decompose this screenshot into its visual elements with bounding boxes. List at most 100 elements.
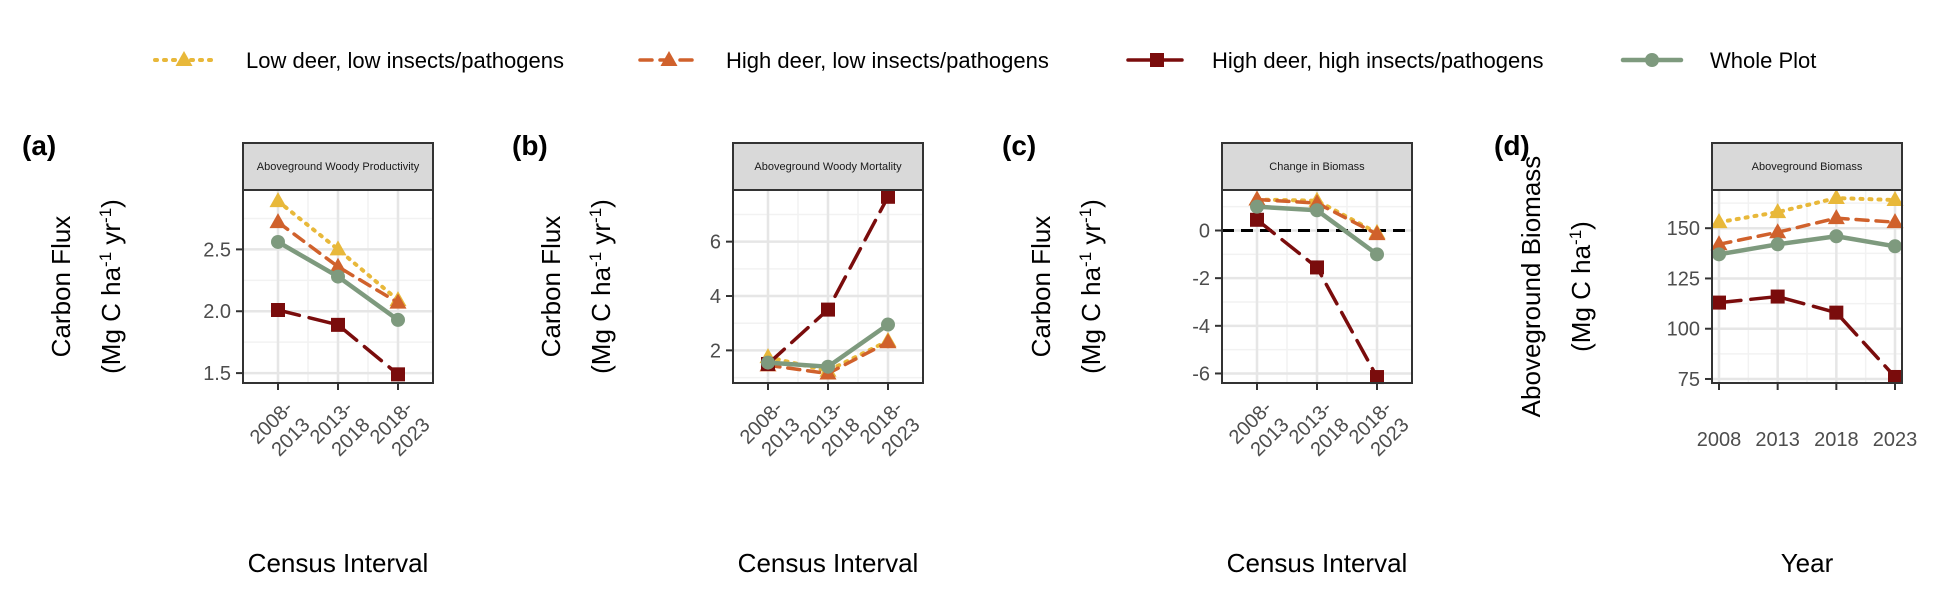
y-axis-title: Carbon Flux (1026, 216, 1056, 358)
data-point (881, 317, 895, 332)
x-tick-label: 2013-2018 (306, 397, 375, 466)
x-tick-label: 2008-2013 (736, 397, 805, 466)
panel-letter: (d) (1494, 130, 1530, 161)
data-point (331, 269, 345, 284)
y-tick-label: -4 (1192, 316, 1210, 338)
series-4 (1250, 199, 1384, 262)
series-line (276, 308, 400, 377)
y-tick-label: -2 (1192, 268, 1210, 290)
series-1 (1710, 189, 1904, 229)
legend-label: High deer, high insects/pathogens (1212, 48, 1543, 73)
data-point (1769, 223, 1787, 239)
x-tick-label: 2008-2013 (1225, 397, 1294, 466)
facet-strip-label: Aboveground Woody Productivity (257, 161, 420, 173)
data-point (1710, 213, 1728, 229)
series-line (1717, 216, 1897, 247)
data-point (1712, 295, 1726, 310)
series-line (276, 220, 400, 305)
data-point (821, 359, 835, 374)
data-point (329, 240, 347, 256)
panel-1: Aboveground Woody Productivity 1.5 2.0 2.5 2… (22, 130, 435, 578)
y-axis-title: Aboveground Biomass (1516, 156, 1546, 418)
panels: Aboveground Woody Productivity 1.5 2.0 2.5 2… (22, 130, 1917, 578)
legend-label: Low deer, low insects/pathogens (246, 48, 564, 73)
y-axis-unit: (Mg C ha-1) (1566, 221, 1597, 352)
data-point (1888, 239, 1902, 254)
facet-strip (732, 142, 924, 191)
x-tick-label: 2013-2018 (1285, 397, 1354, 466)
x-axis-title: Census Interval (738, 548, 919, 578)
x-tick-label: 2008 (1697, 429, 1742, 451)
data-point (389, 293, 407, 309)
facet-strip-label: Aboveground Biomass (1752, 161, 1863, 173)
y-tick-label: 100 (1667, 319, 1700, 341)
legend-label: High deer, low insects/pathogens (726, 48, 1049, 73)
y-tick-label: 6 (710, 232, 721, 254)
x-tick-label: 2018 (1814, 429, 1859, 451)
y-tick-label: -6 (1192, 363, 1210, 385)
series-line (1717, 196, 1897, 225)
y-tick-label: 2.5 (203, 239, 231, 261)
data-point (1370, 247, 1384, 262)
data-point (1250, 199, 1264, 214)
series-3 (1250, 212, 1384, 385)
y-tick-label: 125 (1667, 268, 1700, 290)
data-point (391, 312, 405, 327)
data-point (331, 317, 345, 332)
x-tick-label: 2013 (1755, 429, 1800, 451)
panel-letter: (a) (22, 130, 56, 161)
data-point (1712, 247, 1726, 262)
x-tick-label: 2008-2013 (246, 397, 315, 466)
x-axis-title: Year (1781, 548, 1834, 578)
x-tick-label: 2013-2018 (796, 397, 865, 466)
panel-letter: (c) (1002, 130, 1036, 161)
data-point (1886, 213, 1904, 229)
panel-2: Aboveground Woody Mortality2462008-20132… (512, 130, 925, 578)
series-line (1717, 294, 1897, 379)
legend-entry-3: High deer, high insects/pathogens (1126, 48, 1543, 73)
y-tick-label: 150 (1667, 218, 1700, 240)
y-tick-label: 2 (710, 340, 721, 362)
legend-label: Whole Plot (1710, 48, 1816, 73)
data-point (1770, 237, 1785, 252)
x-axis-title: Census Interval (1227, 548, 1408, 578)
legend-entry-1: Low deer, low insects/pathogens (153, 48, 564, 73)
y-axis-unit: (Mg C ha-1 yr-1) (1076, 199, 1107, 374)
data-point (271, 234, 285, 249)
data-point (879, 333, 897, 349)
data-point (1770, 289, 1785, 304)
data-point (881, 189, 895, 204)
data-point (271, 303, 285, 318)
legend: Low deer, low insects/pathogens High deer… (153, 48, 1816, 73)
data-point (1888, 369, 1902, 384)
series-2 (1710, 209, 1904, 251)
panel-4: Aboveground Biomass 75 100 125 150 2008 2013 20… (1494, 130, 1917, 578)
panel-3: Change in Biomass -6 -4 -2 0 2008-20132013-20… (1002, 130, 1414, 578)
facet-strip-label: Aboveground Woody Mortality (754, 161, 902, 173)
legend-marker (660, 51, 678, 66)
y-axis-title: Carbon Flux (536, 216, 566, 358)
y-tick-label: 4 (710, 286, 721, 308)
data-point (761, 355, 775, 370)
data-point (1310, 260, 1324, 275)
legend-marker (175, 51, 193, 66)
data-point (1368, 225, 1386, 241)
data-point (1710, 235, 1728, 251)
series-3 (271, 303, 405, 382)
data-point (1370, 370, 1384, 385)
data-point (1310, 203, 1324, 218)
series-4 (761, 317, 895, 374)
panel-letter: (b) (512, 130, 548, 161)
data-point (391, 367, 405, 382)
facet-strip (1711, 142, 1903, 191)
series-line (276, 199, 400, 303)
y-tick-label: 2.0 (203, 301, 231, 323)
x-tick-label: 2018-2023 (366, 397, 435, 466)
x-tick-label: 2018-2023 (856, 397, 925, 466)
x-tick-label: 2018-2023 (1345, 397, 1414, 466)
legend-entry-2: High deer, low insects/pathogens (638, 48, 1049, 73)
y-tick-label: 0 (1199, 221, 1210, 243)
data-point (1829, 229, 1844, 244)
data-point (1886, 191, 1904, 207)
